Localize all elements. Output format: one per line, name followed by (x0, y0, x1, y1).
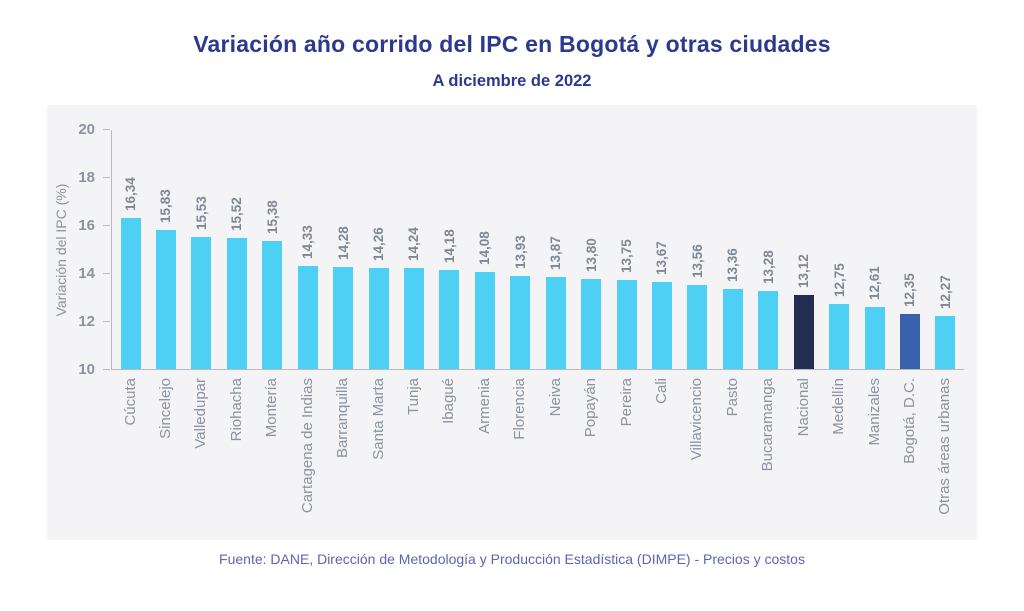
bar-manizales (864, 307, 885, 369)
bar-value-label: 12,75 (831, 263, 847, 297)
bar-value-label: 13,12 (796, 254, 812, 289)
x-category-label: Florencia (511, 378, 529, 440)
y-axis-title: Variación del IPC (%) (53, 183, 69, 317)
bar-value-label: 14,08 (477, 231, 493, 266)
bar-neiva (545, 277, 566, 369)
y-tick-label: 10 (78, 360, 95, 378)
bar-value-label: 14,28 (335, 226, 351, 261)
x-category-label: Armenia (475, 378, 493, 434)
x-category-label: Cúcuta (121, 378, 139, 426)
bar-pasto (722, 289, 743, 369)
bar-bucaramanga (758, 291, 779, 369)
x-category-label: Bogotá, D.C. (900, 378, 918, 464)
bar-value-label: 13,36 (725, 248, 741, 283)
bar-cartagena-de-indias (297, 266, 318, 369)
x-category-label: Valledupar (192, 378, 210, 449)
bar-value-label: 14,26 (371, 226, 386, 261)
plot-area: Variación del IPC (%) 10 12 14 16 18 20 16,34 C… (47, 105, 977, 540)
bar-value-label: 12,35 (902, 272, 918, 307)
bar-value-label: 16,34 (123, 177, 138, 211)
bar-bogot-d-c- (899, 313, 920, 369)
x-category-label: Medellín (830, 378, 848, 435)
bar-florencia (510, 275, 531, 369)
bar-valledupar (191, 237, 212, 369)
y-tick-mark (103, 224, 110, 226)
x-category-label: Pasto (723, 378, 741, 417)
bar-cali (651, 281, 672, 369)
x-category-label: Villavicencio (688, 378, 706, 461)
bar-santa-marta (368, 267, 389, 369)
x-category-label: Cali (652, 378, 670, 404)
x-category-label: Otras áreas urbanas (936, 378, 954, 515)
bar-value-label: 14,33 (300, 225, 316, 260)
bar-value-label: 13,80 (583, 238, 599, 272)
x-category-label: Barranquilla (334, 378, 352, 459)
x-axis-line (110, 368, 964, 370)
x-category-label: Nacional (794, 378, 812, 437)
bar-nacional (793, 295, 814, 369)
x-category-label: Manizales (865, 378, 883, 446)
bar-sincelejo (155, 230, 176, 369)
y-tick-mark (103, 176, 110, 178)
x-category-label: Santa Marta (369, 378, 387, 460)
bar-medell-n (829, 304, 850, 369)
y-tick-mark (103, 368, 110, 370)
source-note: Fuente: DANE, Dirección de Metodología y… (219, 551, 805, 567)
bar-barranquilla (333, 267, 354, 369)
y-tick-label: 12 (78, 312, 95, 330)
bar-value-label: 15,53 (193, 196, 209, 231)
bar-value-label: 13,87 (548, 236, 564, 271)
x-category-label: Montería (263, 378, 281, 438)
bar-popay-n (581, 278, 602, 369)
bar-c-cuta (120, 217, 141, 369)
bar-value-label: 12,61 (867, 266, 883, 301)
bar-value-label: 14,18 (441, 228, 457, 263)
y-tick-mark (103, 128, 110, 130)
bar-value-label: 15,38 (264, 200, 280, 234)
y-tick-label: 20 (78, 120, 95, 138)
bar-value-label: 12,27 (937, 274, 953, 309)
x-category-label: Cartagena de Indias (298, 378, 316, 514)
bar-pereira (616, 280, 637, 369)
bar-value-label: 13,93 (512, 234, 528, 269)
bar-villavicencio (687, 284, 708, 369)
x-category-label: Neiva (546, 378, 564, 417)
x-category-label: Tunja (404, 378, 422, 415)
x-category-label: Sincelejo (156, 378, 174, 439)
x-category-label: Popayán (582, 378, 600, 438)
y-tick-label: 16 (78, 216, 95, 234)
bar-value-label: 14,24 (406, 227, 422, 262)
bar-otras-reas-urbanas (935, 315, 956, 369)
y-axis-line (110, 130, 112, 370)
bar-tunja (403, 268, 424, 369)
bar-value-label: 13,56 (689, 243, 705, 278)
bar-monter-a (262, 240, 283, 369)
bar-ibagu- (439, 269, 460, 369)
bar-value-label: 13,75 (619, 239, 635, 273)
bar-riohacha (226, 237, 247, 369)
y-tick-mark (103, 320, 110, 322)
y-tick-label: 18 (78, 168, 95, 186)
x-category-label: Riohacha (227, 378, 245, 442)
y-tick-label: 14 (78, 264, 95, 282)
x-category-label: Bucaramanga (759, 378, 777, 472)
bar-value-label: 13,67 (654, 241, 670, 275)
bar-armenia (474, 272, 495, 369)
y-tick-mark (103, 272, 110, 274)
chart-subtitle: A diciembre de 2022 (432, 72, 592, 90)
x-category-label: Ibagué (440, 378, 458, 424)
chart-title: Variación año corrido del IPC en Bogotá … (193, 31, 831, 57)
bar-value-label: 15,83 (158, 189, 174, 224)
bar-value-label: 15,52 (229, 196, 245, 231)
x-category-label: Pereira (617, 378, 635, 427)
bar-value-label: 13,28 (760, 250, 776, 285)
